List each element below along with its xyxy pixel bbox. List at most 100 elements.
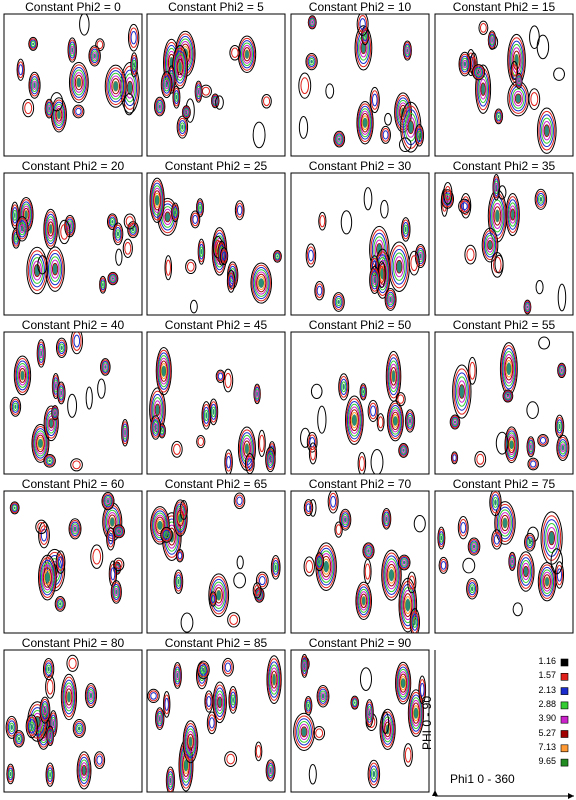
contour-peak (215, 95, 224, 110)
panel-phi2-70 (290, 490, 430, 634)
contour-peak (502, 389, 514, 403)
contour-peak (270, 555, 281, 580)
contour-peak (112, 222, 124, 246)
contour-peak (409, 608, 421, 633)
panel-frame (146, 13, 286, 157)
contour-peak (507, 80, 530, 117)
legend-level-value: 7.13 (538, 741, 556, 752)
legend-swatch (560, 758, 569, 767)
contour-peak (380, 199, 389, 219)
contour-peak (386, 400, 404, 442)
contour-peak (362, 542, 375, 560)
contour-peak (182, 720, 199, 764)
contour-peak (438, 556, 449, 574)
panel-title-phi2-65: Constant Phi2 = 65 (164, 477, 268, 491)
contour-peak (495, 431, 509, 455)
contour-peak (298, 72, 312, 99)
contour-peak (121, 418, 130, 447)
contour-peak (494, 254, 504, 274)
panel-phi2-35 (434, 172, 574, 316)
contour-peak (250, 262, 273, 304)
contour-peak (458, 198, 471, 214)
contour-peak (527, 457, 539, 471)
contour-peak (25, 714, 38, 739)
contour-peak (22, 98, 35, 118)
contour-peak (113, 557, 125, 572)
contour-peak (537, 561, 557, 602)
contour-peak (498, 185, 507, 200)
panel-title-phi2-80: Constant Phi2 = 80 (21, 636, 125, 650)
panel-title-phi2-40: Constant Phi2 = 40 (21, 318, 125, 332)
contour-peak (308, 442, 318, 465)
contour-peak (72, 719, 86, 738)
panel-frame (434, 13, 574, 157)
contour-peak (36, 339, 46, 368)
contour-peak (196, 435, 206, 449)
contour-peak (474, 451, 487, 468)
contour-peak (467, 356, 477, 385)
panel-phi2-45 (146, 331, 286, 475)
panel-title-phi2-25: Constant Phi2 = 25 (164, 159, 268, 173)
panel-title-phi2-15: Constant Phi2 = 15 (452, 0, 556, 14)
contour-peak (466, 577, 479, 600)
contour-peak (84, 683, 98, 709)
contour-peak (398, 443, 409, 458)
panel-frame (3, 172, 143, 316)
contour-peak (524, 532, 536, 552)
panel-title-phi2-20: Constant Phi2 = 20 (21, 159, 125, 173)
contour-peak (450, 451, 459, 465)
contour-peak (35, 519, 48, 535)
legend-level-value: 3.90 (538, 713, 556, 724)
contour-peak (526, 401, 539, 419)
contour-peak (208, 573, 230, 618)
contour-peak (407, 689, 425, 738)
contour-peak (154, 96, 166, 117)
legend-swatch (560, 715, 569, 724)
contour-peak (318, 211, 327, 231)
contour-peak (363, 558, 372, 585)
contour-peak (300, 427, 311, 448)
panel-frame (290, 331, 430, 475)
legend-swatch (560, 701, 569, 710)
contour-peak (215, 369, 226, 383)
contour-peak (100, 358, 111, 376)
contour-peak (413, 515, 426, 533)
panel-phi2-5 (146, 13, 286, 157)
contour-peak (408, 250, 420, 276)
contour-peak (197, 238, 206, 265)
contour-peak (355, 581, 373, 621)
contour-peak (172, 85, 181, 109)
panel-frame (3, 649, 143, 793)
contour-peak (67, 37, 78, 63)
panel-frame (290, 490, 430, 634)
contour-peak (6, 763, 15, 785)
contour-peak (104, 64, 127, 108)
contour-peak (261, 93, 272, 109)
contour-peak (15, 216, 29, 242)
contour-peak (171, 202, 180, 222)
contour-peak (257, 429, 266, 458)
contour-peak (478, 20, 489, 36)
contour-peak (467, 537, 481, 556)
panel-title-phi2-35: Constant Phi2 = 35 (452, 159, 556, 173)
panel-phi2-65 (146, 490, 286, 634)
contour-peak (535, 279, 544, 295)
legend-swatch (560, 744, 569, 753)
contour-peak (304, 695, 313, 716)
panel-title-phi2-85: Constant Phi2 = 85 (164, 636, 268, 650)
contour-peak (517, 551, 535, 592)
contour-peak (306, 431, 318, 453)
contour-peak (76, 751, 92, 790)
contour-peak (365, 699, 374, 728)
panel-phi2-60 (3, 490, 143, 634)
contour-peak (10, 201, 20, 230)
contour-peak (160, 526, 173, 543)
contour-peak (209, 591, 217, 607)
contour-peak (254, 741, 263, 762)
contour-peak (43, 453, 56, 468)
contour-peak (56, 381, 66, 405)
contour-peak (55, 337, 68, 358)
contour-peak (97, 378, 106, 399)
legend-level-value: 2.88 (538, 698, 556, 709)
